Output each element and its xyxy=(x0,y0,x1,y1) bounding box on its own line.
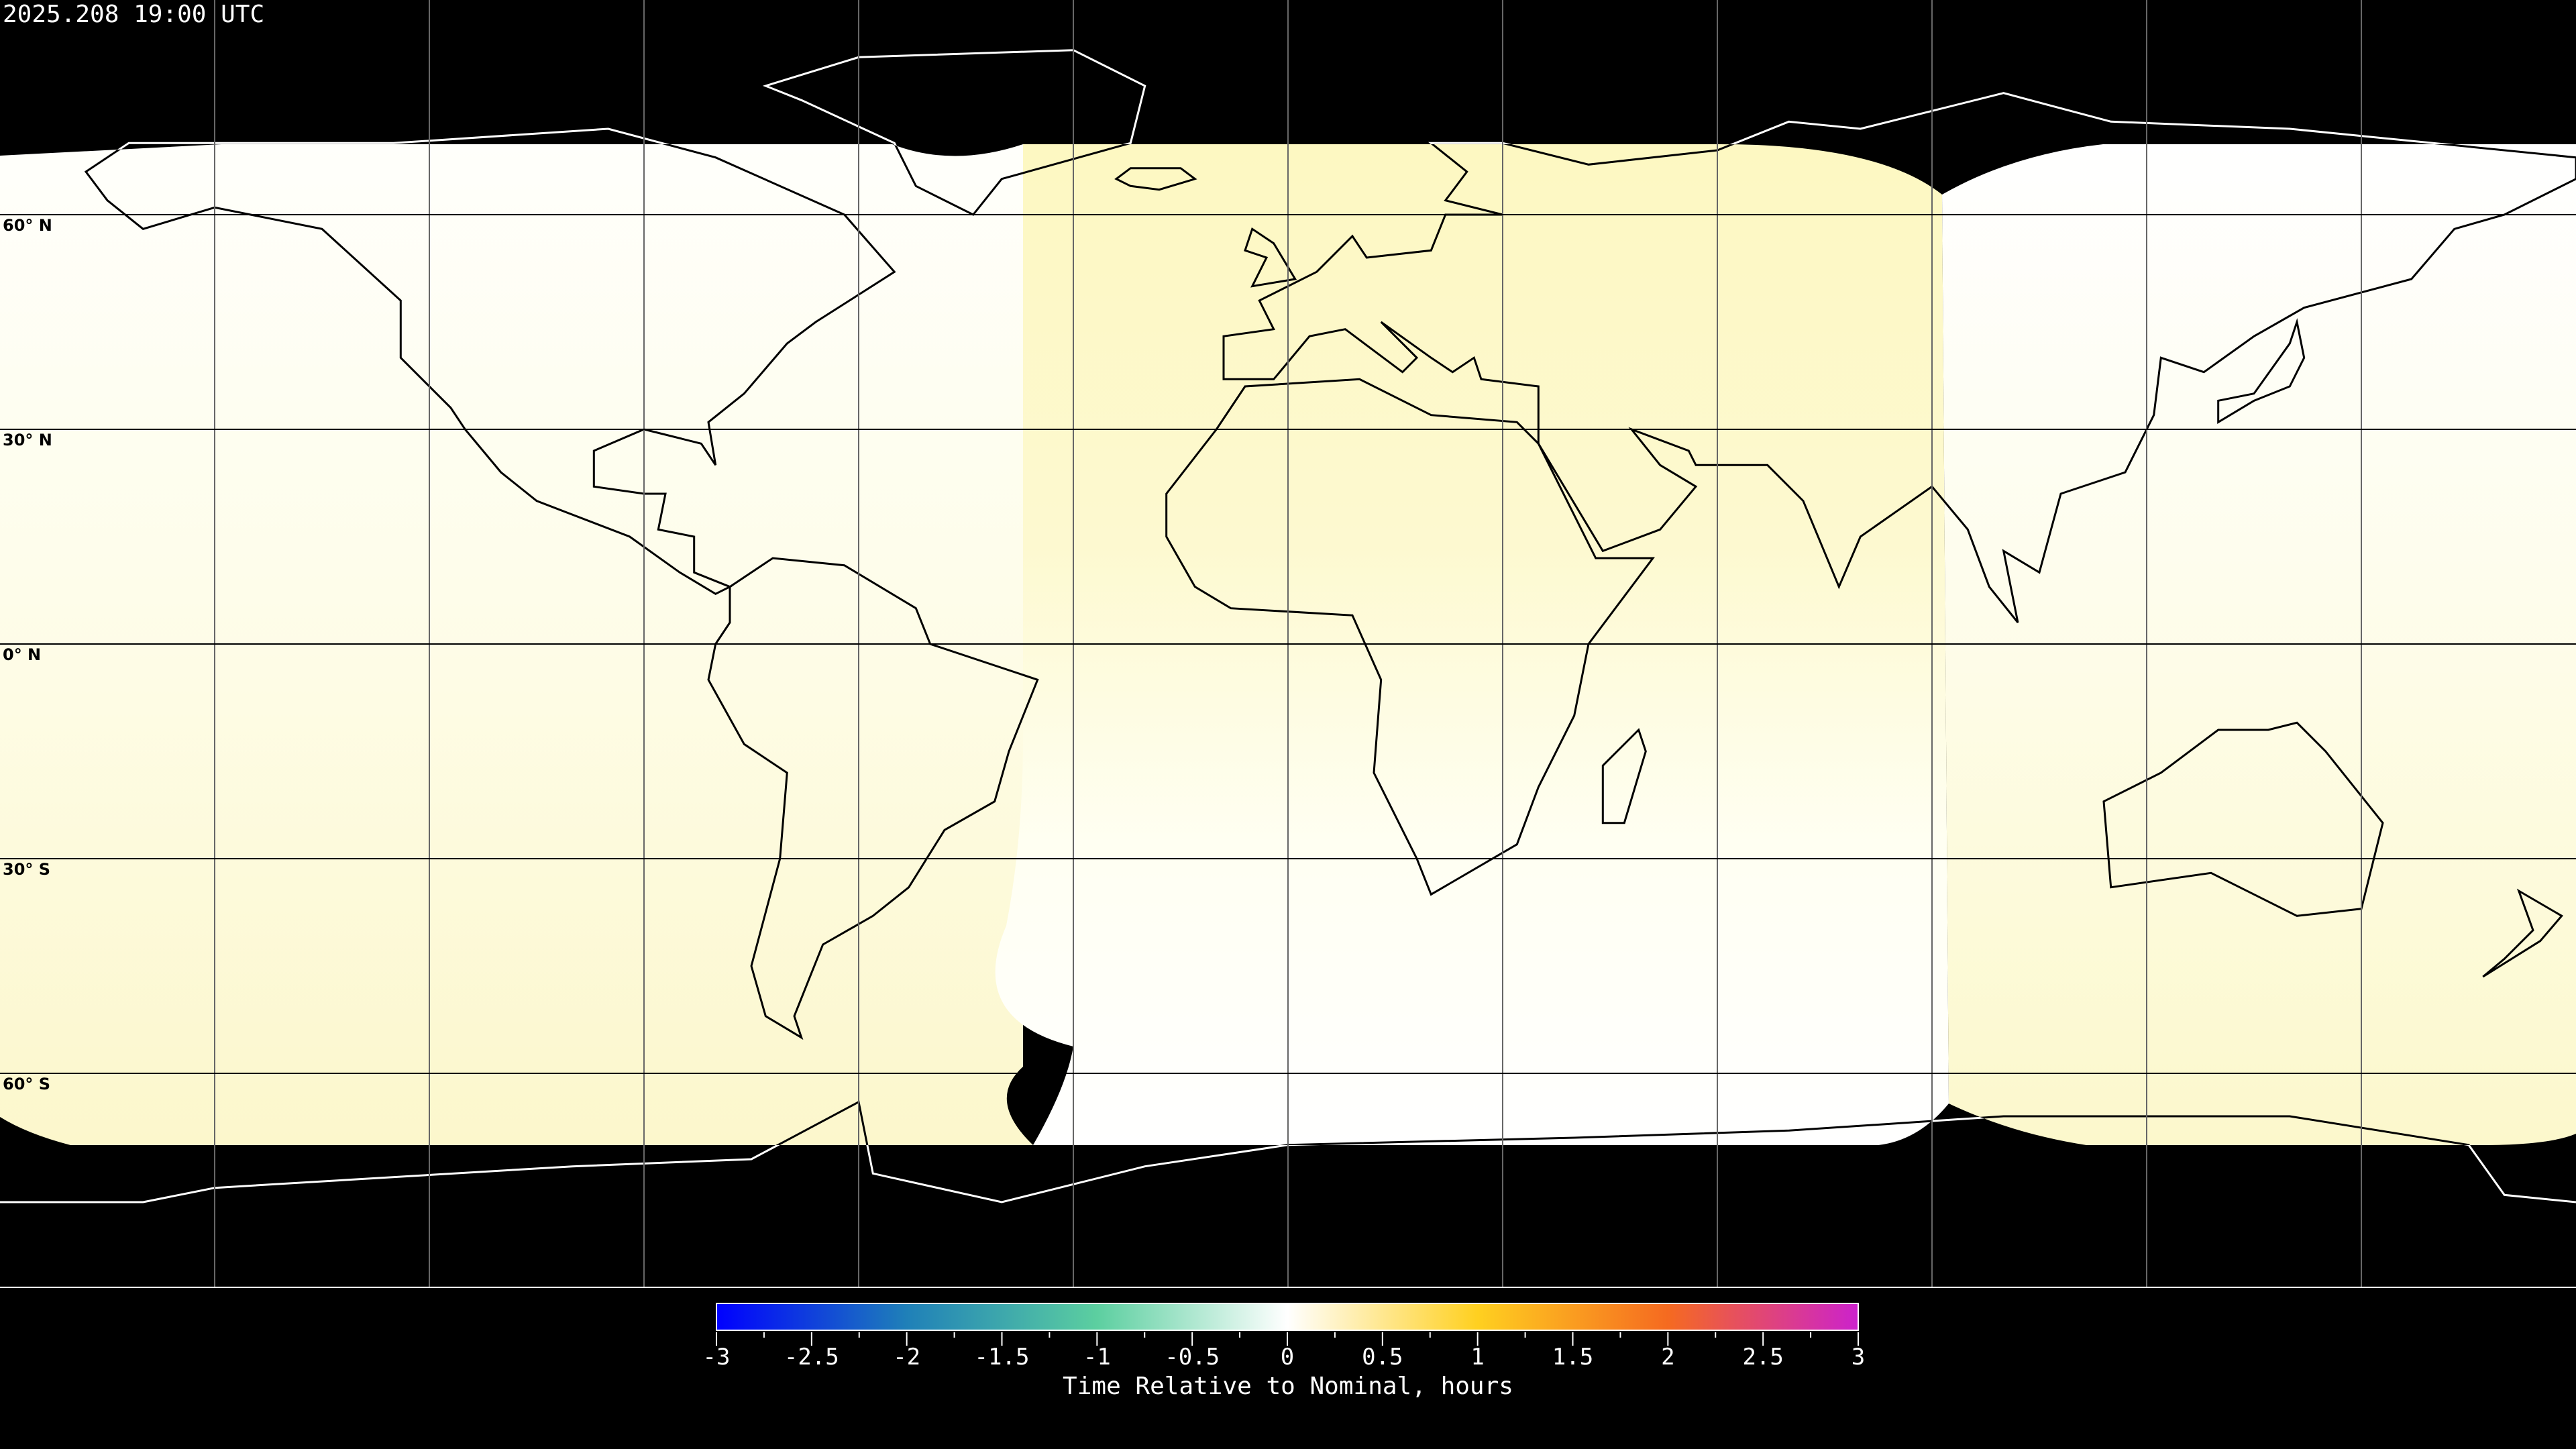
colorbar-tick-label: 2 xyxy=(1661,1344,1674,1371)
graticule xyxy=(214,0,2362,1288)
lat-label-0n: 0° N xyxy=(3,645,41,664)
colorbar-tick-labels: -3 -2.5 -2 -1.5 -1 -0.5 0 0.5 1 1.5 2 2.5 3 xyxy=(703,1344,1866,1371)
colorbar-tick-label: -2.5 xyxy=(784,1344,839,1371)
coastline-madagascar xyxy=(1601,728,1647,824)
lat-label-30n: 30° N xyxy=(3,431,52,449)
lat-label-60n: 60° N xyxy=(3,216,52,235)
colorbar-gradient xyxy=(716,1303,1859,1331)
coastline-africa xyxy=(1165,378,1655,896)
colorbar-label: Time Relative to Nominal, hours xyxy=(1063,1373,1513,1400)
timestamp-title: 2025.208 19:00 UTC xyxy=(3,1,265,28)
colorbar-tick-label: -3 xyxy=(703,1344,731,1371)
colorbar-tick-label: 3 xyxy=(1851,1344,1865,1371)
coastline-japan xyxy=(2217,318,2306,424)
lat-label-30s: 30° S xyxy=(3,860,50,879)
lat-label-60s: 60° S xyxy=(3,1075,50,1093)
colorbar-tick-label: -1.5 xyxy=(975,1344,1030,1371)
colorbar-tick-label: -0.5 xyxy=(1165,1344,1220,1371)
coastline-eurasia xyxy=(1222,144,2576,623)
colorbar-ticks xyxy=(716,1332,1859,1346)
coastline-australia xyxy=(2102,721,2384,917)
colorbar-tick-label: -1 xyxy=(1083,1344,1111,1371)
coastline-south-america xyxy=(707,557,1039,1040)
colorbar-tick-label: 0 xyxy=(1281,1344,1294,1371)
coastline-new-zealand xyxy=(2482,888,2564,978)
colorbar-tick-label: 0.5 xyxy=(1362,1344,1403,1371)
coastline-great-britain xyxy=(1244,227,1297,288)
latitude-labels: 60° N 30° N 0° N 30° S 60° S xyxy=(3,216,52,1093)
colorbar-tick-label: 2.5 xyxy=(1742,1344,1783,1371)
coastline-iceland xyxy=(1114,167,1197,191)
coastline-antarctica xyxy=(0,1100,2576,1145)
colorbar-tick-label: 1.5 xyxy=(1552,1344,1593,1371)
coastline-greenland xyxy=(762,144,1146,216)
colorbar-tick-label: 1 xyxy=(1470,1344,1484,1371)
colorbar: -3 -2.5 -2 -1.5 -1 -0.5 0 0.5 1 1.5 2 2.5 3 xyxy=(703,1303,1866,1371)
colorbar-tick-label: -2 xyxy=(893,1344,920,1371)
